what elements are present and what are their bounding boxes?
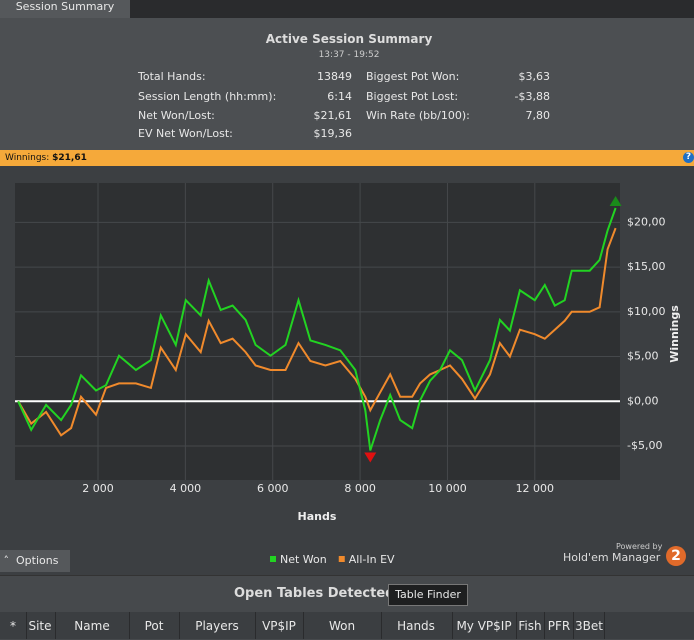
max-marker	[609, 195, 622, 206]
x-tick-label: 2 000	[82, 482, 114, 495]
chart: -$5,00 $0,00 $5,00 $10,00 $15,00 $20,00 2 000 4…	[0, 166, 694, 575]
column-separator	[55, 612, 56, 639]
help-icon[interactable]: ?	[683, 152, 694, 163]
stat-value: $21,61	[313, 109, 353, 122]
stat-value: $19,36	[313, 127, 353, 140]
table-finder-button[interactable]: Table Finder	[388, 584, 468, 606]
column-header[interactable]: My VP$IP	[456, 619, 512, 633]
x-tick-label: 12 000	[516, 482, 555, 495]
column-separator	[573, 612, 574, 639]
column-separator	[516, 612, 517, 639]
tables-title: Open Tables Detected	[234, 586, 395, 601]
stat-label: Net Won/Lost:	[138, 109, 215, 122]
legend-swatch	[270, 556, 276, 562]
series-line	[17, 227, 617, 437]
column-header[interactable]: *	[10, 619, 16, 633]
column-header[interactable]: PFR	[547, 619, 571, 633]
legend-label: Net Won	[280, 553, 327, 566]
stat-value: 7,80	[525, 109, 551, 122]
stat-value: $3,63	[518, 70, 551, 83]
y-tick-label: $15,00	[627, 260, 666, 273]
winnings-label: Winnings: $21,61	[5, 151, 87, 165]
y-tick-label: $5,00	[627, 350, 659, 363]
options-button[interactable]: ˄ Options	[0, 550, 70, 572]
stat-label: Total Hands:	[138, 70, 206, 83]
brand-badge: 2	[666, 546, 686, 566]
stat-label: Biggest Pot Won:	[366, 70, 460, 83]
winnings-bar	[0, 150, 694, 166]
column-header[interactable]: VP$IP	[262, 619, 296, 633]
y-tick-label: $10,00	[627, 305, 666, 318]
column-header[interactable]: Fish	[518, 619, 542, 633]
y-tick-label: $0,00	[627, 394, 659, 407]
column-header[interactable]: Pot	[144, 619, 164, 633]
column-separator	[381, 612, 382, 639]
stat-value: 6:14	[327, 90, 352, 103]
table-header	[0, 612, 694, 639]
y-tick-label: $20,00	[627, 215, 666, 228]
column-header[interactable]: Site	[28, 619, 52, 633]
column-header[interactable]: Hands	[397, 619, 435, 633]
x-tick-label: 10 000	[428, 482, 467, 495]
column-separator	[604, 612, 605, 639]
stat-label: Win Rate (bb/100):	[366, 109, 470, 122]
column-header[interactable]: 3Bet	[575, 619, 603, 633]
brand: Hold'em Manager	[563, 551, 661, 564]
column-header[interactable]: Name	[74, 619, 110, 633]
column-separator	[255, 612, 256, 639]
value: $21,61	[52, 153, 87, 163]
stat-value: -$3,88	[514, 90, 550, 103]
series-line	[17, 207, 617, 451]
label: Winnings:	[5, 153, 50, 163]
column-separator	[26, 612, 27, 639]
x-axis-label: Hands	[298, 510, 337, 523]
tab-bar	[0, 0, 694, 18]
stat-label: Biggest Pot Lost:	[366, 90, 459, 103]
legend-swatch	[338, 556, 345, 562]
stat-label: EV Net Won/Lost:	[138, 127, 233, 140]
y-axis-label: Winnings	[668, 305, 681, 363]
summary-panel	[0, 18, 694, 150]
column-header[interactable]: Won	[328, 619, 356, 633]
column-separator	[544, 612, 545, 639]
column-separator	[179, 612, 180, 639]
min-marker	[364, 452, 377, 463]
x-tick-label: 4 000	[170, 482, 202, 495]
column-header[interactable]: Players	[195, 619, 239, 633]
stat-label: Session Length (hh:mm):	[138, 90, 277, 103]
powered-by: Powered by	[616, 542, 663, 551]
tab[interactable]: Session Summary	[0, 0, 130, 18]
column-separator	[303, 612, 304, 639]
x-tick-label: 8 000	[344, 482, 376, 495]
options-label: Options	[16, 554, 59, 567]
column-separator	[452, 612, 453, 639]
column-separator	[129, 612, 130, 639]
session-time: 13:37 - 19:52	[318, 50, 380, 60]
y-tick-label: -$5,00	[627, 439, 662, 452]
x-tick-label: 6 000	[257, 482, 289, 495]
stat-value: 13849	[317, 70, 352, 83]
legend-label: All-In EV	[349, 553, 395, 566]
summary-title: Active Session Summary	[265, 32, 433, 46]
